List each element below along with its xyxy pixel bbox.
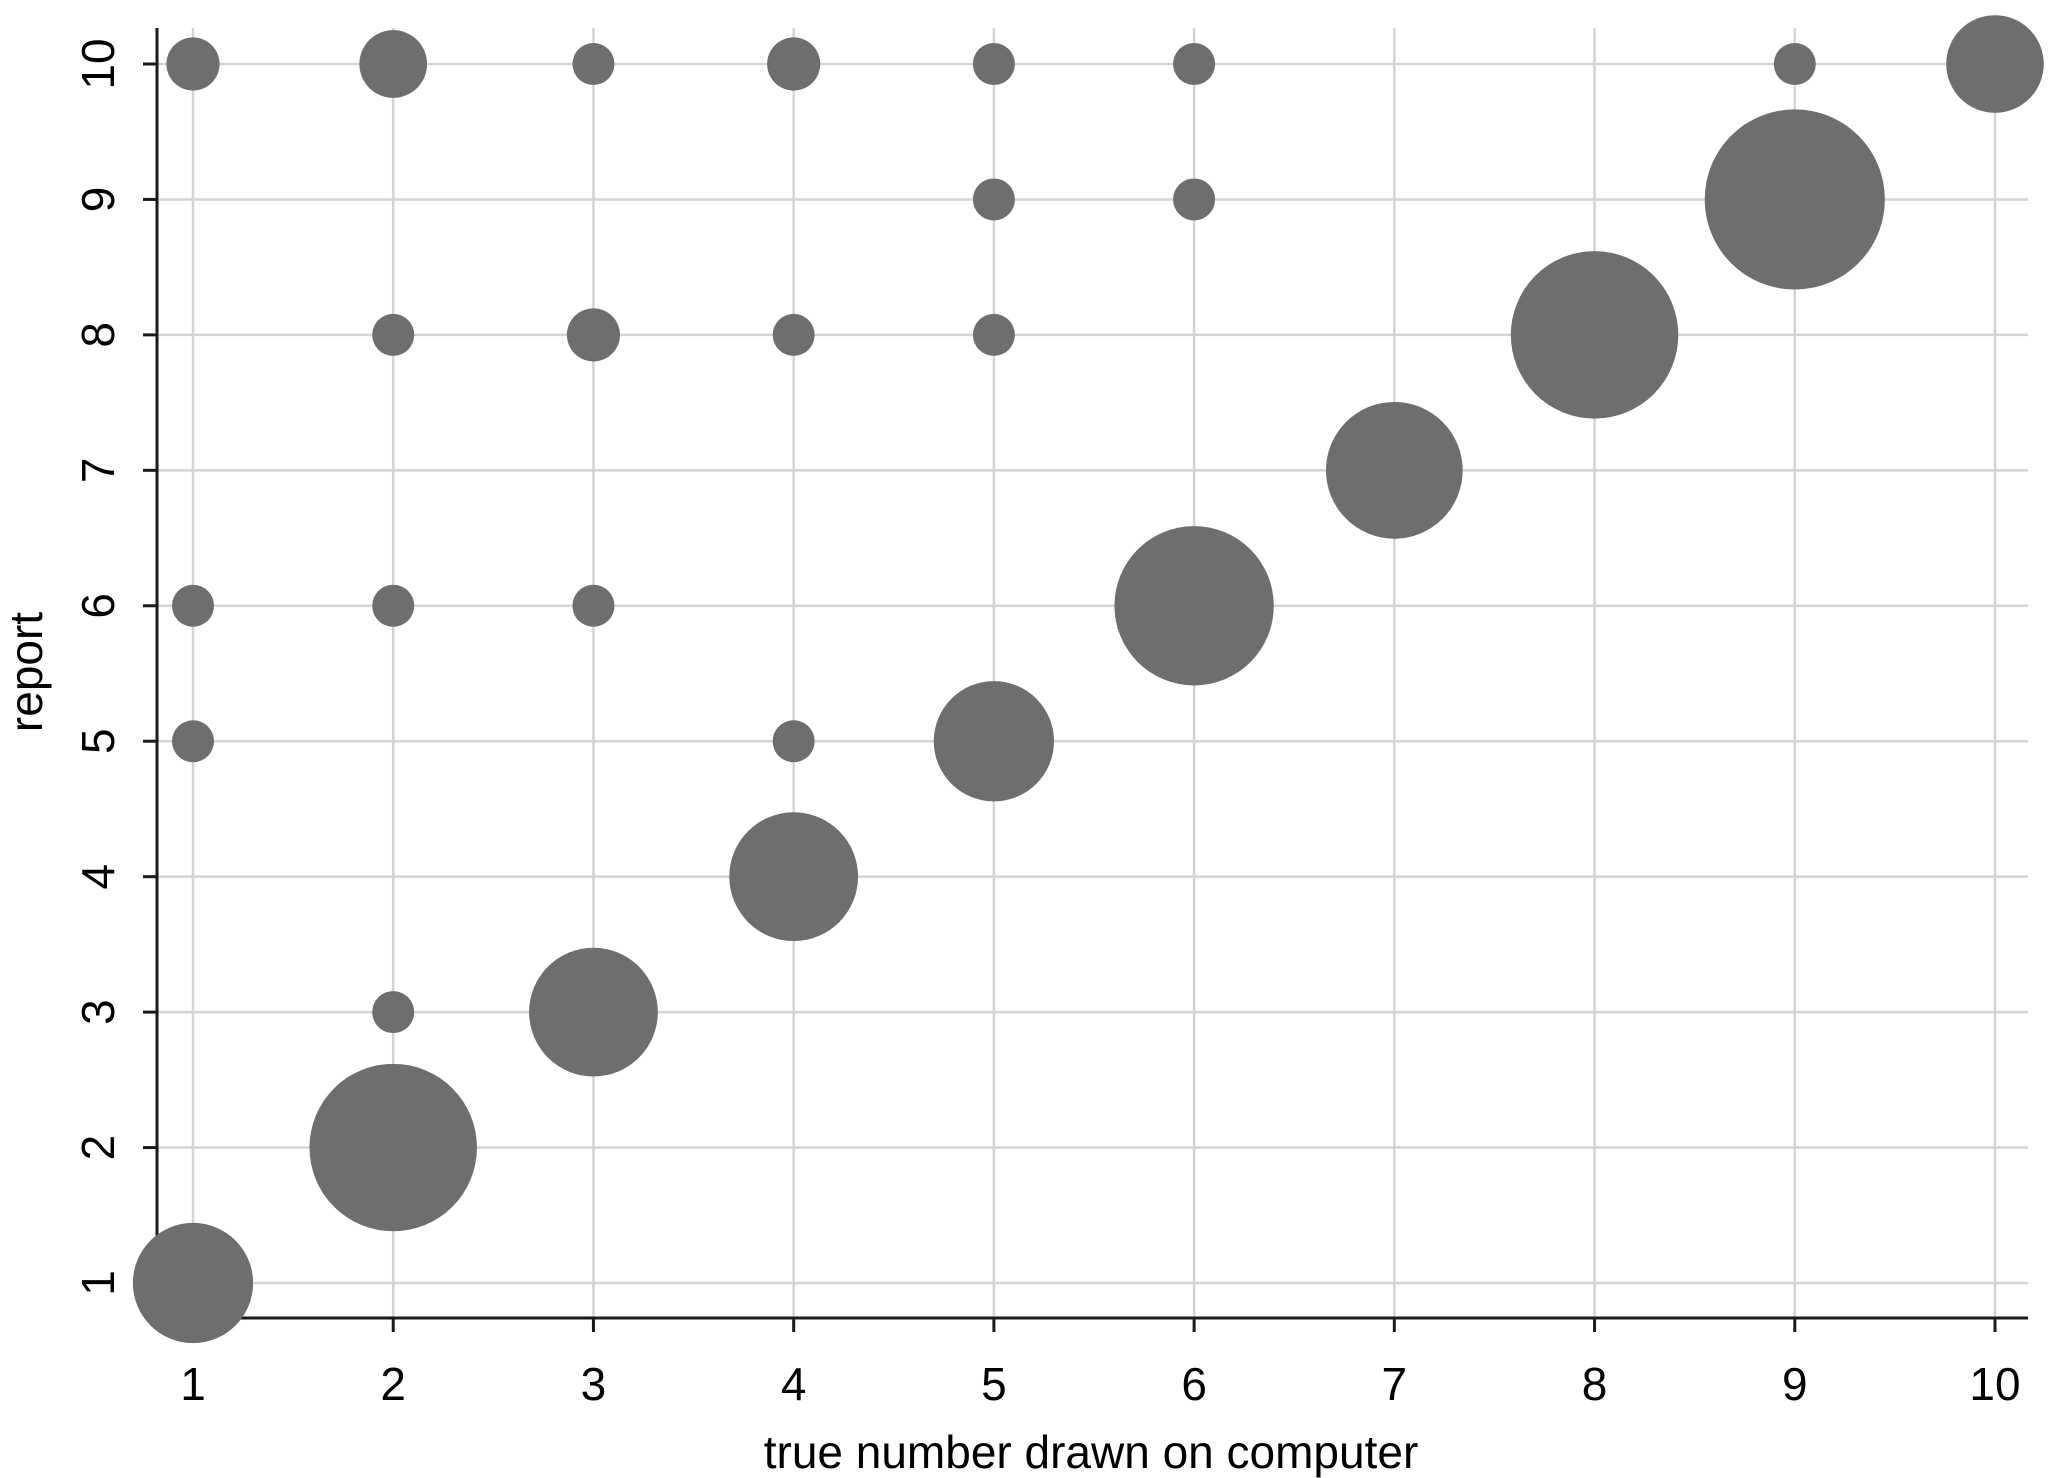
y-tick-label: 4 — [72, 864, 124, 890]
x-tick-label: 6 — [1181, 1358, 1207, 1410]
y-tick-label: 2 — [72, 1135, 124, 1161]
x-tick-label: 9 — [1782, 1358, 1808, 1410]
data-point-bubble — [372, 991, 415, 1034]
tick-labels: 1 2 3 4 5 6 7 8 9 10 1 2 3 4 5 6 7 8 9 10 — [72, 38, 2021, 1410]
data-point-bubble — [572, 43, 615, 85]
data-point-bubble — [1773, 43, 1816, 85]
x-tick-label: 10 — [1969, 1358, 2020, 1410]
y-tick-label: 5 — [72, 728, 124, 754]
data-point-bubble — [166, 37, 220, 91]
y-tick-label: 8 — [72, 322, 124, 348]
data-point-bubble — [1946, 15, 2044, 113]
y-axis-title: report — [0, 612, 52, 732]
data-point-bubble — [1325, 401, 1463, 539]
data-point-bubble — [772, 313, 815, 356]
data-point-bubble — [772, 720, 815, 763]
data-point-bubble — [972, 178, 1015, 221]
data-point-bubble — [359, 30, 428, 98]
x-tick-label: 5 — [981, 1358, 1007, 1410]
data-point-bubble — [1173, 178, 1216, 221]
x-tick-label: 3 — [581, 1358, 607, 1410]
data-point-bubble — [132, 1222, 254, 1344]
y-tick-label: 6 — [72, 593, 124, 619]
x-tick-label: 8 — [1582, 1358, 1608, 1410]
data-point-bubble — [972, 313, 1015, 356]
data-point-bubble — [172, 584, 214, 627]
y-tick-label: 1 — [72, 1270, 124, 1296]
data-point-bubble — [372, 313, 415, 356]
data-point-bubble — [566, 308, 621, 362]
x-tick-label: 7 — [1382, 1358, 1408, 1410]
data-point-bubble — [1114, 526, 1274, 686]
y-tick-label: 7 — [72, 458, 124, 484]
data-point-bubble — [933, 681, 1055, 802]
x-tick-label: 1 — [180, 1358, 206, 1410]
data-point-bubble — [372, 584, 415, 627]
data-point-bubble — [729, 812, 859, 942]
x-tick-label: 2 — [380, 1358, 406, 1410]
data-point-bubble — [1173, 43, 1216, 85]
data-point-bubble — [572, 584, 615, 627]
data-point-bubble — [767, 37, 821, 91]
x-axis-title: true number drawn on computer — [764, 1426, 1419, 1478]
y-tick-label: 9 — [72, 187, 124, 213]
y-tick-label: 10 — [72, 38, 124, 89]
data-point-bubble — [972, 43, 1015, 85]
data-point-bubble — [529, 947, 658, 1077]
data-point-bubble — [309, 1063, 477, 1232]
data-point-bubble — [1704, 109, 1885, 290]
y-tick-label: 3 — [72, 999, 124, 1025]
data-points — [132, 15, 2044, 1344]
data-point-bubble — [172, 720, 214, 763]
x-tick-label: 4 — [781, 1358, 807, 1410]
axes — [155, 28, 2028, 1320]
data-point-bubble — [1510, 251, 1679, 419]
